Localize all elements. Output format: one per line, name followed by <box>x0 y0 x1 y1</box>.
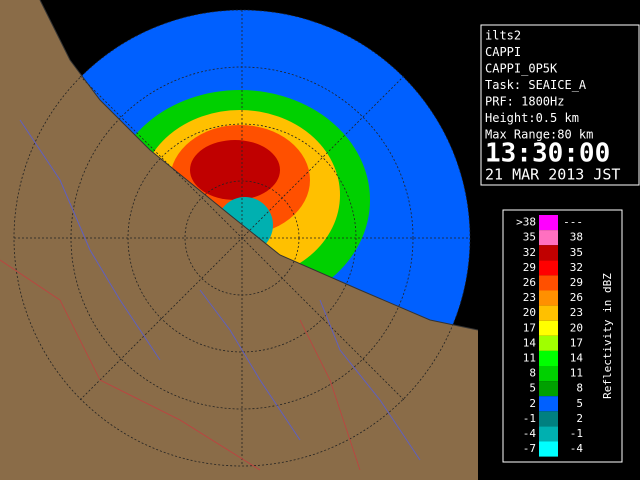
legend-low: 11 <box>523 351 536 364</box>
legend-swatch <box>539 350 558 366</box>
info-line: CAPPI <box>485 45 521 59</box>
info-box <box>480 24 640 186</box>
river <box>19 119 161 361</box>
info-line: Task: SEAICE_A <box>485 78 587 92</box>
legend-high: 29 <box>570 276 583 289</box>
legend-swatch <box>539 411 558 427</box>
legend-high: -1 <box>570 427 583 440</box>
info-line: Height:0.5 km <box>485 111 579 125</box>
legend-high: --- <box>563 216 583 229</box>
legend-low: 17 <box>523 321 536 334</box>
legend-low: >38 <box>516 216 536 229</box>
legend-high: 17 <box>570 336 583 349</box>
legend-swatch <box>539 275 558 291</box>
echo-red <box>190 140 280 200</box>
legend-low: 8 <box>529 367 536 380</box>
legend-high: 38 <box>570 231 583 244</box>
legend-high: -4 <box>570 442 584 455</box>
boundaries <box>0 259 361 471</box>
legend-low: 5 <box>529 382 536 395</box>
rivers <box>19 119 421 461</box>
legend-low: 2 <box>529 397 536 410</box>
map <box>0 0 478 480</box>
legend-high: 35 <box>570 246 583 259</box>
legend-low: -4 <box>523 427 537 440</box>
legend-swatch <box>539 305 558 321</box>
coastline <box>39 0 478 331</box>
time: 13:30:00 <box>485 139 610 169</box>
legend-low: 23 <box>523 291 536 304</box>
info-line: CAPPI_0P5K <box>485 62 558 76</box>
radial-line <box>79 75 405 401</box>
date: 21 MAR 2013 JST <box>485 166 620 184</box>
legend-low: 35 <box>523 231 536 244</box>
legend-swatch <box>539 260 558 276</box>
legend-high: 8 <box>576 382 583 395</box>
legend-low: -1 <box>523 412 536 425</box>
info-panel: ilts2 CAPPI CAPPI_0P5K Task: SEAICE_A PRF: 1… <box>485 29 620 184</box>
legend-swatch <box>539 215 558 231</box>
legend-high: 20 <box>570 321 583 334</box>
boundary <box>0 259 261 471</box>
legend-swatch <box>539 366 558 382</box>
info-line: Max Range:80 km <box>485 128 593 142</box>
info-line: ilts2 <box>485 29 521 43</box>
legend-low: 20 <box>523 306 536 319</box>
legend-swatch <box>539 426 558 442</box>
legend-swatch <box>539 396 558 412</box>
legend-low: -7 <box>523 442 536 455</box>
legend-low: 29 <box>523 261 536 274</box>
legend-swatch <box>539 320 558 336</box>
legend-high: 11 <box>570 367 583 380</box>
legend-swatch <box>539 381 558 397</box>
legend-box <box>502 209 623 463</box>
legend-high: 23 <box>570 306 583 319</box>
river <box>319 299 421 461</box>
legend-title: Reflectivity in dBZ <box>601 273 614 399</box>
info-line: PRF: 1800Hz <box>485 95 564 109</box>
legend-low: 14 <box>523 336 537 349</box>
legend-swatch <box>539 230 558 246</box>
legend-swatch <box>539 290 558 306</box>
legend-low: 32 <box>523 246 536 259</box>
legend-swatch <box>539 335 558 351</box>
river <box>199 289 301 441</box>
legend-low: 26 <box>523 276 536 289</box>
legend-swatch <box>539 245 558 261</box>
boundary <box>299 319 361 471</box>
range-rings <box>13 9 471 467</box>
legend: >38 --- 35 38 32 35 29 32 26 29 23 26 20 23 17 20 14 17 11… <box>516 215 583 457</box>
legend-swatch <box>539 441 558 457</box>
legend-high: 32 <box>570 261 583 274</box>
legend-high: 2 <box>576 412 583 425</box>
legend-high: 14 <box>570 351 584 364</box>
legend-high: 26 <box>570 291 583 304</box>
legend-high: 5 <box>576 397 583 410</box>
